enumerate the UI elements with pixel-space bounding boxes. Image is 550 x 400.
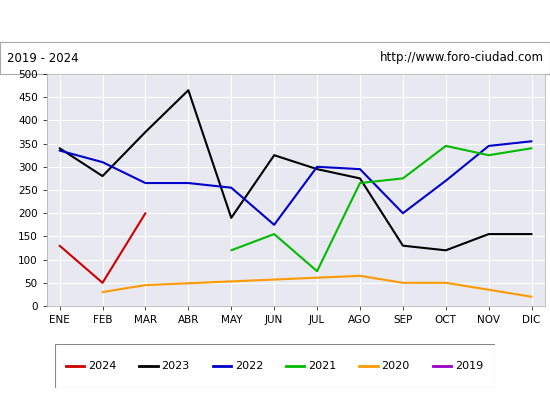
Text: 2019: 2019 [455,361,483,371]
Text: 2019 - 2024: 2019 - 2024 [7,52,78,64]
Text: Evolucion Nº Turistas Nacionales en el municipio de Martiherrero: Evolucion Nº Turistas Nacionales en el m… [6,14,544,28]
FancyBboxPatch shape [55,344,495,388]
Text: 2020: 2020 [381,361,410,371]
Text: 2021: 2021 [308,361,336,371]
Text: 2023: 2023 [161,361,190,371]
Text: 2024: 2024 [88,361,117,371]
Text: http://www.foro-ciudad.com: http://www.foro-ciudad.com [379,52,543,64]
Text: 2022: 2022 [235,361,263,371]
